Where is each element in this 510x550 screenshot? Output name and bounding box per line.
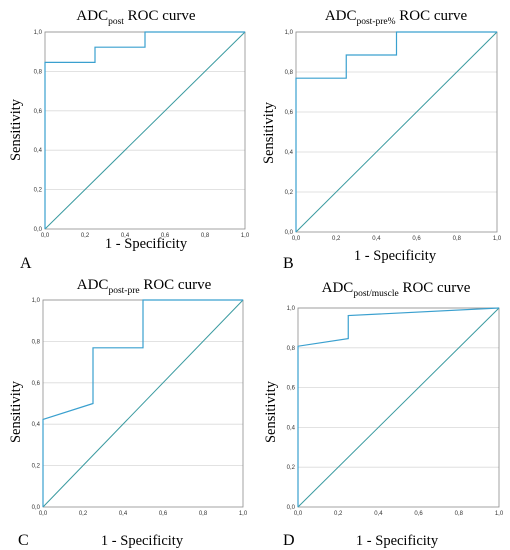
panel-d-reference-line — [297, 307, 500, 508]
panel-b-ytick-3: 0,6 — [285, 110, 294, 116]
panel-b-reference-line — [295, 31, 498, 233]
panel-b: ADCpost-pre% ROC curve 0,0 0,2 0,4 0,6 0,8 1,… — [261, 8, 502, 272]
panel-c-reference-line — [42, 299, 244, 508]
panel-c-plot: 0,0 0,2 0,4 0,6 0,8 1,0 0,0 0,2 0,4 0,6 0,8 1,0 — [32, 298, 248, 517]
panel-b-xtick-0: 0,0 — [292, 236, 301, 242]
panel-d-ytick-4: 0,8 — [287, 346, 296, 352]
panel-d-letter: D — [283, 532, 295, 549]
panel-a-xlabel: 1 - Specificity — [105, 236, 188, 252]
panel-d-ytick-2: 0,4 — [287, 425, 296, 431]
panel-c-xtick-3: 0,6 — [159, 511, 168, 517]
panel-b-xtick-2: 0,4 — [372, 236, 381, 242]
panel-a-plot: 0,0 0,2 0,4 0,6 0,8 1,0 0,0 0,2 0,4 0,6 0,8 1,0 — [34, 30, 250, 239]
panel-a-reference-line — [44, 31, 246, 230]
panel-d-xtick-4: 0,8 — [455, 511, 464, 517]
panel-c-ytick-1: 0,2 — [32, 464, 41, 470]
panel-d-plot: 0,0 0,2 0,4 0,6 0,8 1,0 0,0 0,2 0,4 0,6 0,8 1,0 — [287, 306, 504, 517]
panel-c-ylabel: Sensitivity — [8, 380, 24, 443]
panel-a-ytick-5: 1,0 — [34, 30, 43, 36]
panel-a: ADCpost ROC curve 0,00,20,40,60,81,00,0 0… — [8, 8, 250, 272]
panel-c-xlabel: 1 - Specificity — [101, 533, 184, 549]
panel-d-ylabel: Sensitivity — [263, 380, 279, 443]
panel-a-roc-curve — [44, 31, 245, 229]
panel-a-title: ADCpost ROC curve — [76, 8, 196, 27]
panel-d-ytick-5: 1,0 — [287, 306, 296, 312]
panel-a-ytick-2: 0,4 — [34, 148, 43, 154]
panel-c-ytick-2: 0,4 — [32, 422, 41, 428]
panel-a-xtick-1: 0,2 — [81, 233, 90, 239]
panel-a-xtick-2: 0,4 — [121, 233, 130, 239]
panel-b-ytick-2: 0,4 — [285, 150, 294, 156]
panel-c-xtick-1: 0,2 — [79, 511, 88, 517]
panel-a-xtick-3: 0,6 — [161, 233, 170, 239]
panel-b-ytick-4: 0,8 — [285, 70, 294, 76]
panel-a-ytick-4: 0,8 — [34, 69, 43, 75]
panel-d-xtick-0: 0,0 — [294, 511, 303, 517]
panel-d-ytick-0: 0,0 — [287, 505, 296, 511]
panel-b-xtick-5: 1,0 — [493, 236, 502, 242]
panel-a-letter: A — [20, 255, 32, 272]
panel-c-xtick-4: 0,8 — [199, 511, 208, 517]
panel-c-xtick-0: 0,0 — [39, 511, 48, 517]
panel-c-ytick-3: 0,6 — [32, 381, 41, 387]
panel-d-ytick-1: 0,2 — [287, 465, 296, 471]
panel-b-ylabel: Sensitivity — [261, 101, 277, 164]
panel-b-ytick-5: 1,0 — [285, 30, 294, 36]
panel-d: ADCpost/muscle ROC curve 0,0 0,2 0,4 0,6 0,8… — [263, 280, 504, 549]
panel-b-xtick-3: 0,6 — [412, 236, 421, 242]
panel-b-xtick-1: 0,2 — [332, 236, 341, 242]
panel-d-roc-curve — [297, 307, 500, 507]
panel-c-letter: C — [18, 532, 29, 549]
panel-c-title: ADCpost-pre ROC curve — [77, 277, 212, 296]
panel-d-ytick-3: 0,6 — [287, 386, 296, 392]
panel-d-title: ADCpost/muscle ROC curve — [322, 280, 471, 299]
panel-a-ylabel: Sensitivity — [8, 98, 24, 161]
panel-b-ytick-1: 0,2 — [285, 190, 294, 196]
panel-b-plot: 0,0 0,2 0,4 0,6 0,8 1,0 0,0 0,2 0,4 0,6 0,8 1,0 — [285, 30, 502, 242]
panel-a-xtick-5: 1,0 — [241, 233, 250, 239]
panel-c-ytick-4: 0,8 — [32, 339, 41, 345]
panel-d-xtick-3: 0,6 — [414, 511, 423, 517]
panel-b-ytick-0: 0,0 — [285, 230, 294, 236]
panel-b-letter: B — [283, 255, 294, 272]
panel-a-ytick-3: 0,6 — [34, 109, 43, 115]
panel-c-xtick-5: 1,0 — [239, 511, 248, 517]
panel-a-xtick-0: 0,0 — [41, 233, 50, 239]
panel-c-xtick-2: 0,4 — [119, 511, 128, 517]
panel-a-ytick-1: 0,2 — [34, 188, 43, 194]
panel-b-title: ADCpost-pre% ROC curve — [325, 8, 468, 27]
panel-c-ytick-5: 1,0 — [32, 298, 41, 304]
panel-a-ytick-0: 0,0 — [34, 227, 43, 233]
panel-a-xtick-4: 0,8 — [201, 233, 210, 239]
panel-d-xlabel: 1 - Specificity — [356, 533, 439, 549]
panel-d-xtick-2: 0,4 — [374, 511, 383, 517]
panel-b-xtick-4: 0,8 — [453, 236, 462, 242]
panel-d-xtick-5: 1,0 — [495, 511, 504, 517]
panel-b-xlabel: 1 - Specificity — [354, 248, 437, 264]
panel-d-xtick-1: 0,2 — [334, 511, 343, 517]
panel-c-ytick-0: 0,0 — [32, 505, 41, 511]
panel-c-roc-curve — [42, 299, 243, 507]
panel-c: ADCpost-pre ROC curve 0,0 0,2 0,4 0,6 0,8 1,0… — [8, 277, 248, 549]
panel-b-roc-curve — [295, 31, 497, 232]
